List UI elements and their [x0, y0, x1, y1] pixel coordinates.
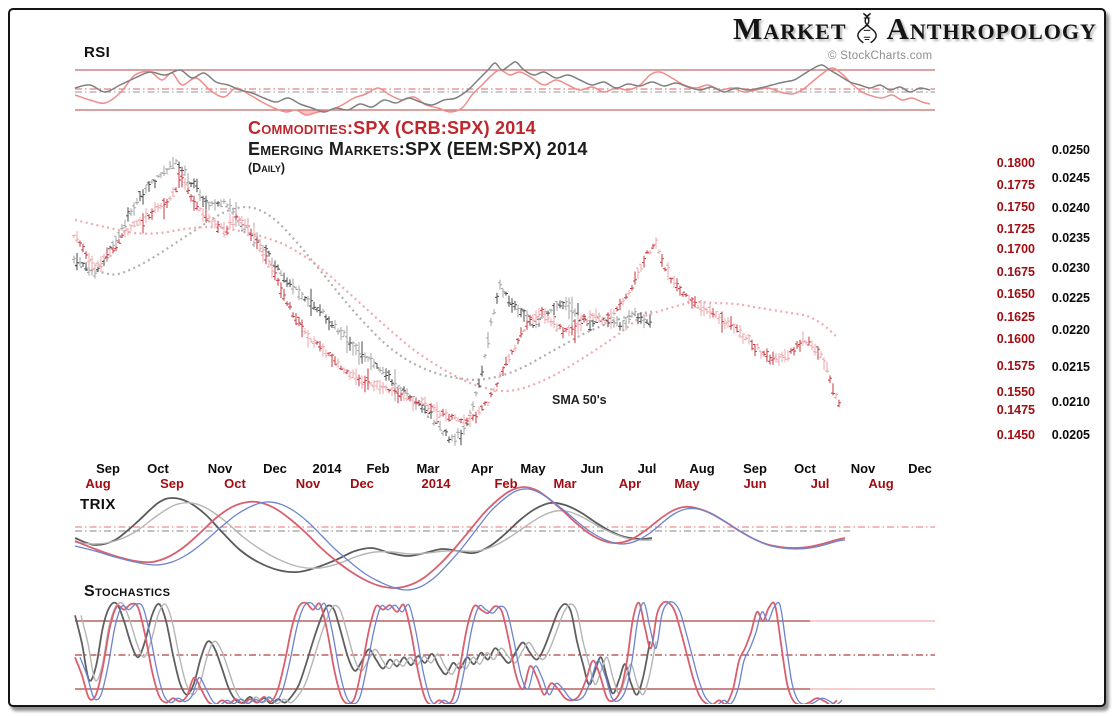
rsi-panel-label: RSI — [84, 44, 111, 61]
x-tick-Jun: Jun — [580, 461, 604, 476]
y-tick-0.1450: 0.1450 — [996, 428, 1035, 442]
x-tick-Sep: Sep — [96, 461, 120, 476]
y-tick-0.1475: 0.1475 — [996, 403, 1035, 417]
x-tick-May: May — [520, 461, 546, 476]
trix-line-crb-trix-signal — [74, 488, 846, 591]
x-tick-Apr: Apr — [618, 476, 642, 491]
right-axis-black: 0.0250 0.0245 0.0240 0.0235 0.0230 0.0225 0.02… — [1038, 0, 1090, 716]
y-tick-0.0250: 0.0250 — [1051, 143, 1090, 157]
x-axis-black-months: Sep Oct Nov Dec 2014 Feb Mar Apr May Jun Jul Aug Sep… — [0, 461, 1115, 477]
y-tick-0.1775: 0.1775 — [996, 178, 1035, 192]
title-crb-spx: Commodities:SPX (CRB:SPX) 2014 — [248, 118, 536, 138]
rsi-line-red — [74, 67, 931, 116]
x-tick-Jul: Jul — [637, 461, 657, 476]
ohlc-bars-crb-spx-light — [72, 177, 838, 428]
x-tick-2014: 2014 — [312, 461, 342, 476]
right-axis-red: 0.1800 0.1775 0.1750 0.1725 0.1700 0.1675 0.16… — [983, 0, 1035, 716]
y-tick-0.1800: 0.1800 — [996, 156, 1035, 170]
x-tick-Jun: Jun — [743, 476, 767, 491]
x-tick-Nov: Nov — [207, 461, 233, 476]
y-tick-0.0205: 0.0205 — [1051, 428, 1090, 442]
y-tick-0.1625: 0.1625 — [996, 310, 1035, 324]
y-tick-0.1575: 0.1575 — [996, 359, 1035, 373]
y-tick-0.0225: 0.0225 — [1051, 291, 1090, 305]
y-tick-0.1725: 0.1725 — [996, 222, 1035, 236]
stochastics-panel-label: Stochastics — [84, 583, 171, 600]
y-tick-0.1750: 0.1750 — [996, 200, 1035, 214]
trix-line-eem-trix — [74, 497, 653, 574]
x-tick-Oct: Oct — [224, 476, 246, 491]
y-tick-0.0210: 0.0210 — [1051, 395, 1090, 409]
stoch-line-eem--k — [74, 601, 651, 704]
x-tick-2014: 2014 — [421, 476, 451, 491]
x-tick-May: May — [674, 476, 700, 491]
sma-dotted-pink — [74, 218, 837, 393]
x-tick-Dec: Dec — [263, 461, 287, 476]
stoch-line-crb--k — [74, 600, 838, 704]
x-tick-Apr: Apr — [470, 461, 494, 476]
x-tick-Aug: Aug — [868, 476, 894, 491]
x-tick-Dec: Dec — [350, 476, 374, 491]
sma-annotation: SMA 50's — [552, 393, 607, 407]
x-tick-Dec: Dec — [908, 461, 932, 476]
brand-market: Market — [733, 11, 847, 46]
x-axis-red-months: Aug Sep Oct Nov Dec 2014 Feb Mar Apr May Jun Jul Aug — [0, 476, 1115, 492]
x-tick-Nov: Nov — [295, 476, 321, 491]
x-tick-Sep: Sep — [743, 461, 767, 476]
x-tick-Aug: Aug — [85, 476, 111, 491]
ohlc-bars-crb-spx-dark — [78, 168, 841, 424]
y-tick-0.0235: 0.0235 — [1051, 231, 1090, 245]
x-tick-Oct: Oct — [147, 461, 169, 476]
x-tick-Jul: Jul — [810, 476, 830, 491]
y-tick-0.0220: 0.0220 — [1051, 323, 1090, 337]
stockcharts-credit: © StockCharts.com — [828, 50, 933, 62]
chart-frame — [8, 8, 1106, 707]
y-tick-0.0215: 0.0215 — [1051, 360, 1090, 374]
title-eem-spx: Emerging Markets:SPX (EEM:SPX) 2014 — [248, 139, 588, 159]
x-tick-Oct: Oct — [794, 461, 816, 476]
y-tick-0.1650: 0.1650 — [996, 287, 1035, 301]
sma-dotted-gray — [74, 206, 653, 381]
stoch-line-eem--d — [80, 601, 657, 704]
brand-logo: Market Anthropology — [733, 11, 1097, 47]
ohlc-bars-eem-spx-dark — [75, 161, 652, 446]
x-tick-Nov: Nov — [850, 461, 876, 476]
x-tick-Mar: Mar — [416, 461, 440, 476]
y-tick-0.1600: 0.1600 — [996, 332, 1035, 346]
title-daily: (Daily) — [248, 161, 286, 175]
y-tick-0.1550: 0.1550 — [996, 385, 1035, 399]
x-tick-Feb: Feb — [366, 461, 390, 476]
y-tick-0.1675: 0.1675 — [996, 265, 1035, 279]
y-tick-0.0240: 0.0240 — [1051, 201, 1090, 215]
brand-anthropology: Anthropology — [886, 11, 1097, 46]
dna-icon — [856, 12, 877, 44]
trix-line-eem-trix-signal — [74, 502, 653, 570]
x-tick-Mar: Mar — [553, 476, 577, 491]
x-tick-Feb: Feb — [494, 476, 518, 491]
y-tick-0.1700: 0.1700 — [996, 242, 1035, 256]
x-tick-Sep: Sep — [160, 476, 184, 491]
stoch-line-crb--d — [79, 600, 843, 704]
y-tick-0.0245: 0.0245 — [1051, 171, 1090, 185]
trix-panel-label: TRIX — [80, 496, 116, 513]
rsi-line-gray — [74, 61, 931, 113]
y-tick-0.0230: 0.0230 — [1051, 261, 1090, 275]
x-tick-Aug: Aug — [689, 461, 715, 476]
